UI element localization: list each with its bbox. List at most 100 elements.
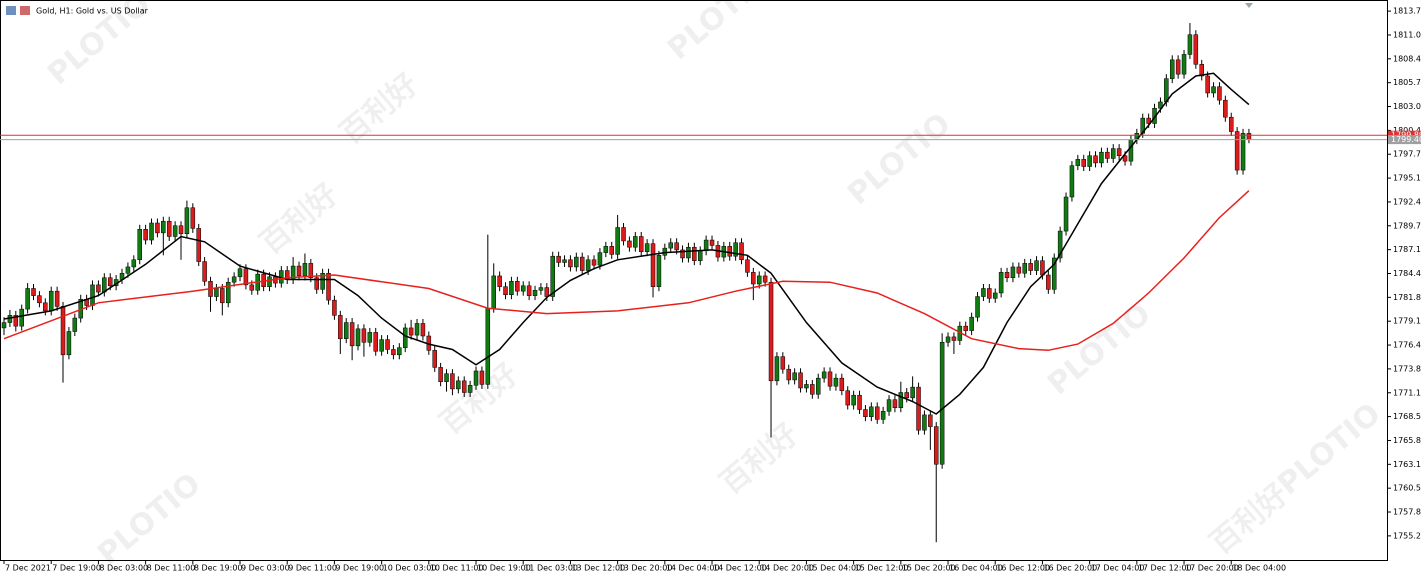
- candle-body: [184, 207, 190, 235]
- candle-body: [550, 255, 555, 297]
- x-tick-label: 15 Dec 04:00: [807, 564, 861, 573]
- plot-frame: [0, 0, 1388, 561]
- y-tick-label: 1760.53: [1393, 484, 1421, 493]
- candle-body: [1122, 155, 1128, 162]
- x-tick-label: 15 Dec 20:00: [902, 564, 956, 573]
- candle-body: [402, 327, 408, 348]
- candle-body: [1175, 59, 1181, 75]
- x-tick-label: 15 Dec 12:00: [855, 564, 909, 573]
- candle-body: [1246, 133, 1252, 140]
- x-tick-label: 17 Dec 12:00: [1138, 564, 1192, 573]
- candle-body: [231, 276, 237, 283]
- candle-body: [621, 227, 626, 242]
- candle-body: [314, 277, 319, 290]
- candle-body: [338, 315, 343, 339]
- candle-body: [1022, 263, 1027, 274]
- candle-body: [31, 288, 36, 296]
- y-tick-label: 1779.15: [1393, 317, 1421, 326]
- candle-body: [1181, 54, 1187, 75]
- candle-body: [1187, 34, 1193, 55]
- candle-body: [1105, 151, 1110, 159]
- candle-body: [1193, 34, 1199, 65]
- y-tick-label: 1792.45: [1393, 197, 1421, 206]
- candle-body: [225, 281, 231, 304]
- candle-body: [143, 229, 148, 241]
- candle-body: [933, 426, 939, 465]
- candle-body: [880, 411, 886, 420]
- x-tick-label: 8 Dec 11:00: [147, 564, 196, 573]
- candle-body: [361, 328, 367, 343]
- y-tick-label: 1781.81: [1393, 293, 1421, 302]
- candle-body: [922, 414, 927, 431]
- candle-body: [1010, 266, 1016, 278]
- candle-body: [851, 394, 856, 406]
- candle-body: [479, 370, 485, 385]
- candle-body: [161, 220, 166, 234]
- candle-body: [19, 308, 24, 327]
- header: Gold, H1: Gold vs. US Dollar: [6, 6, 149, 16]
- candle-body: [373, 332, 378, 352]
- candle-body: [857, 394, 862, 410]
- candle-body: [998, 272, 1004, 294]
- candle-body: [520, 285, 526, 292]
- candle-body: [951, 336, 957, 341]
- candle-body: [603, 246, 609, 253]
- candle-body: [1099, 151, 1104, 164]
- candle-body: [904, 392, 909, 399]
- candle-body: [125, 266, 131, 274]
- candle-body: [450, 373, 455, 390]
- candle-body: [992, 292, 998, 299]
- candle-body: [627, 240, 632, 248]
- candle-body: [355, 328, 361, 347]
- candle-body: [585, 259, 591, 271]
- candle-body: [650, 243, 656, 287]
- moving-average: [3, 190, 1250, 352]
- candle-body: [928, 414, 933, 427]
- y-tick-label: 1768.51: [1393, 412, 1421, 421]
- candle-body: [1063, 196, 1069, 232]
- candle-body: [892, 399, 898, 408]
- candle-body: [774, 356, 780, 382]
- candle-body: [1164, 78, 1169, 103]
- candle-body: [1158, 101, 1163, 109]
- price-tag: [1388, 135, 1421, 145]
- candle-body: [633, 236, 638, 248]
- candle-body: [302, 263, 308, 277]
- candle-body: [367, 332, 373, 343]
- candle-body: [308, 263, 314, 278]
- candle-body: [408, 327, 414, 336]
- moving-average: [3, 72, 1250, 415]
- x-tick-label: 11 Dec 03:00: [524, 564, 578, 573]
- candle-body: [792, 372, 797, 381]
- candle-body: [562, 259, 567, 263]
- candle-body: [615, 227, 620, 255]
- candle-body: [54, 290, 60, 307]
- candle-body: [296, 265, 302, 277]
- candle-body: [456, 380, 461, 390]
- x-tick-label: 14 Dec 04:00: [666, 564, 720, 573]
- candle-body: [833, 377, 839, 387]
- candle-body: [703, 239, 709, 252]
- x-tick-label: 9 Dec 11:00: [288, 564, 337, 573]
- x-tick-label: 16 Dec 12:00: [996, 564, 1050, 573]
- icon: [20, 6, 30, 15]
- candle-body: [178, 225, 184, 235]
- candle-body: [532, 290, 538, 296]
- candle-body: [845, 390, 850, 406]
- candle-body: [638, 236, 644, 252]
- candle-body: [863, 409, 868, 417]
- x-tick-label: 9 Dec 19:00: [335, 564, 384, 573]
- y-tick-label: 1803.09: [1393, 102, 1421, 111]
- candle-body: [1087, 155, 1092, 167]
- candle-body: [332, 299, 337, 316]
- y-tick-label: 1813.73: [1393, 7, 1421, 16]
- candle-body: [674, 242, 679, 251]
- candle-body: [13, 315, 19, 327]
- candle-body: [1217, 86, 1222, 101]
- candle-body: [60, 306, 66, 356]
- candle-body: [709, 239, 715, 246]
- candle-body: [349, 322, 355, 347]
- candle-body: [214, 288, 219, 297]
- candle-body: [473, 370, 479, 386]
